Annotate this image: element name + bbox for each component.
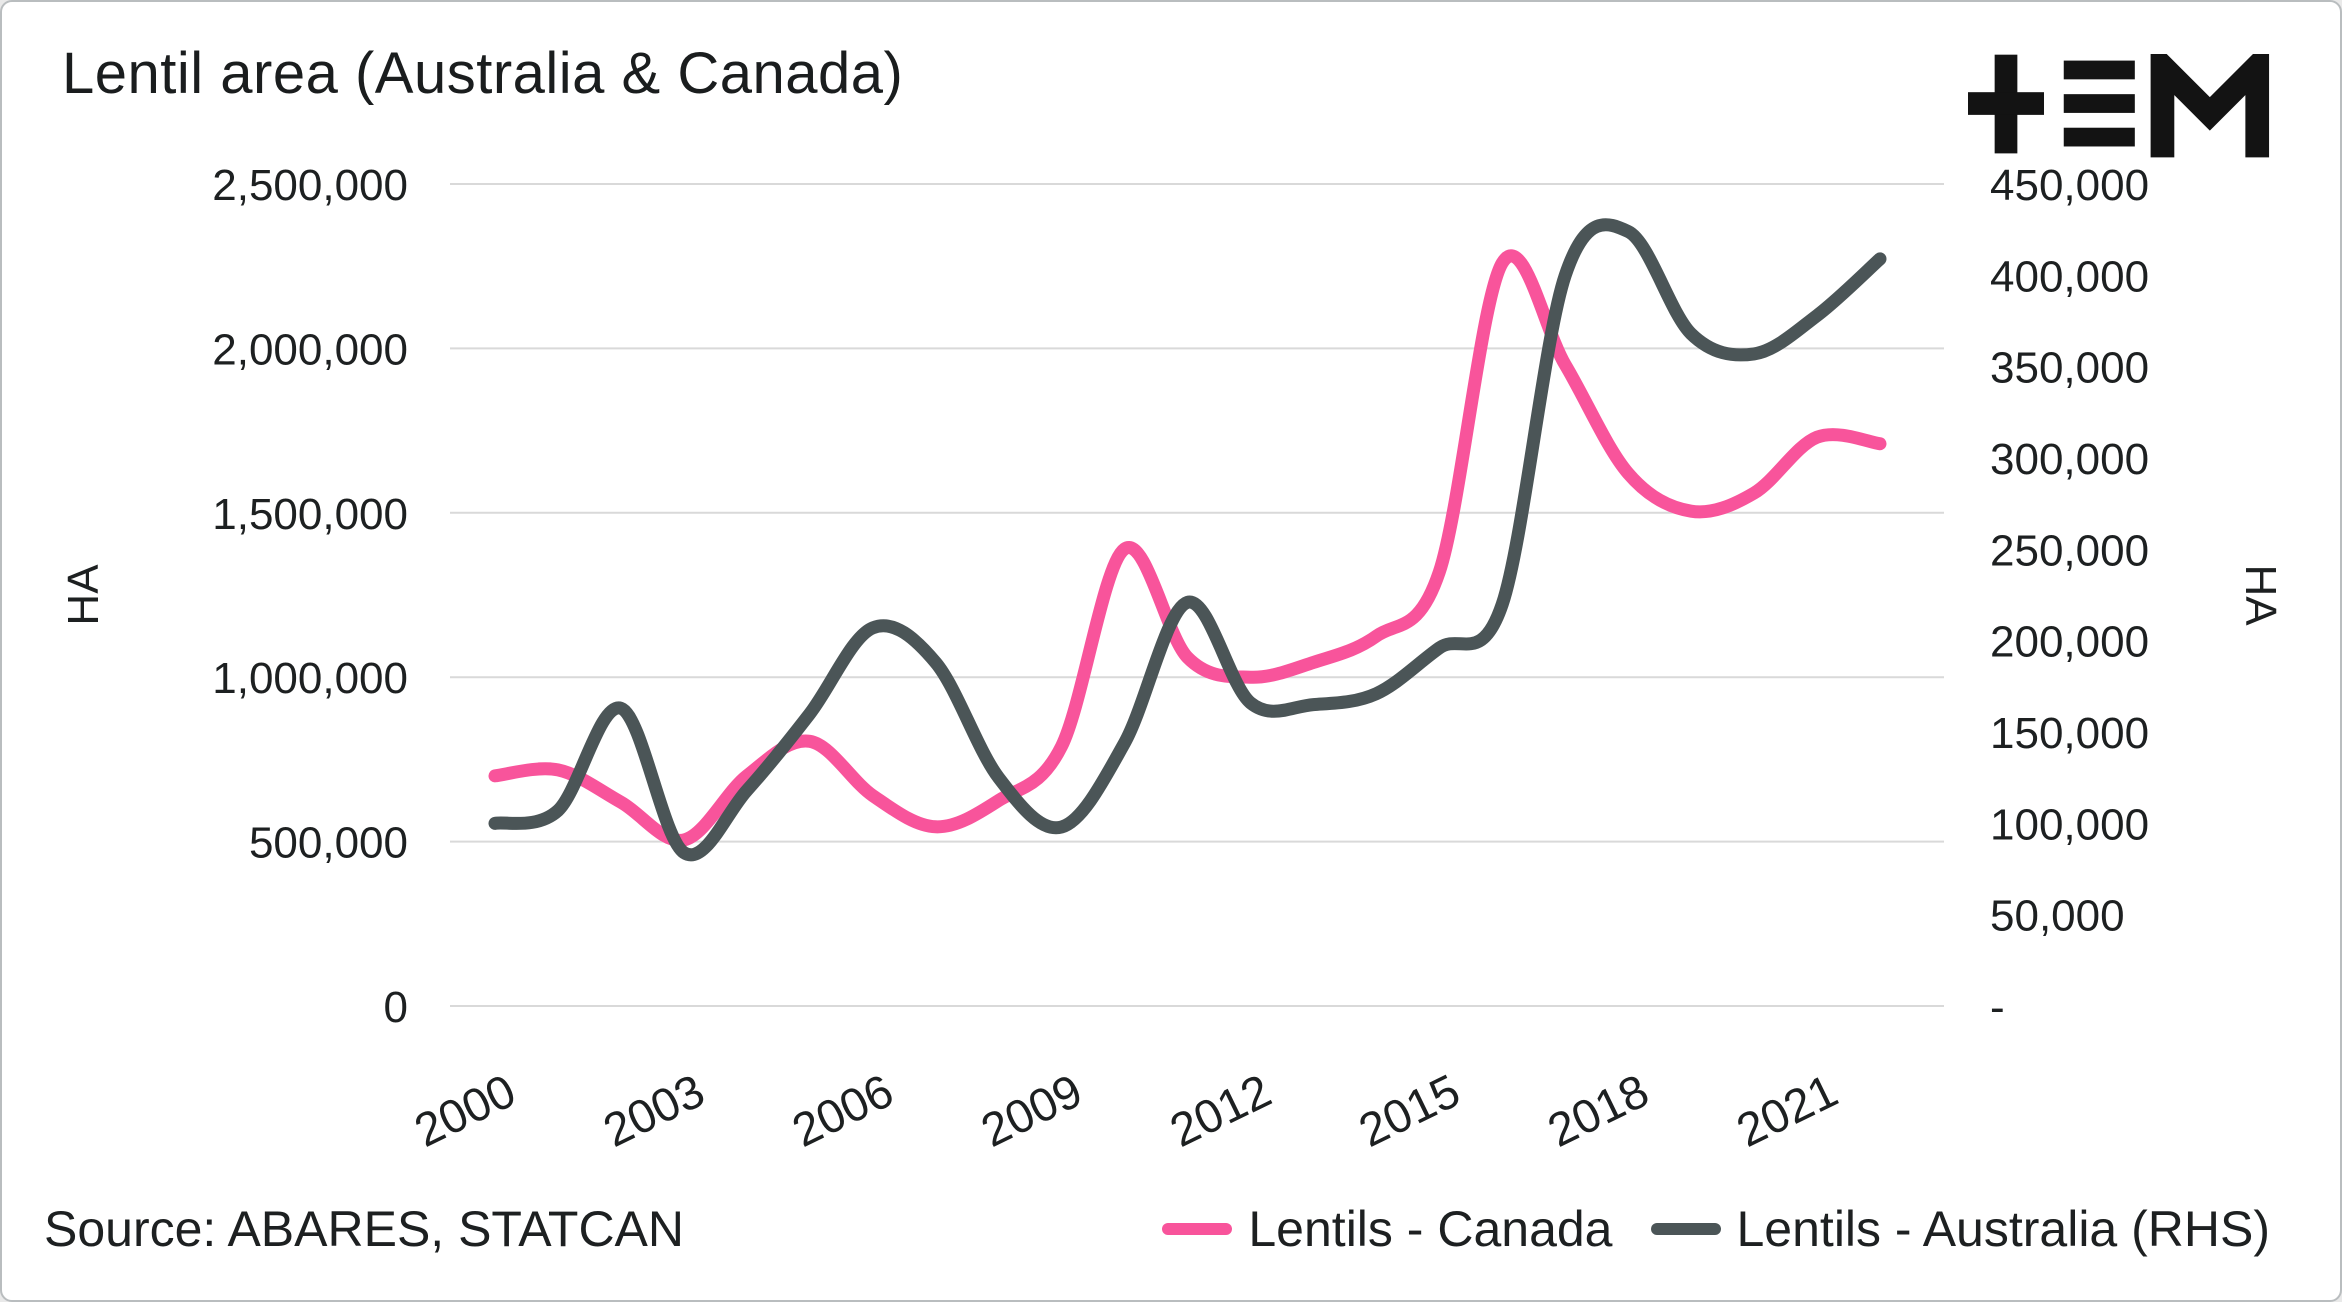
source-note: Source: ABARES, STATCAN	[44, 1201, 685, 1257]
right-axis-title: HA	[2236, 564, 2285, 626]
legend-label-australia: Lentils - Australia (RHS)	[1736, 1201, 2271, 1257]
left-axis-tick-label: 2,500,000	[212, 161, 408, 210]
x-axis-tick-label: 2015	[1350, 1063, 1467, 1156]
left-axis-tick-label: 1,500,000	[212, 490, 408, 539]
tem-logo	[1968, 54, 2270, 158]
tem-logo-m-icon	[2150, 54, 2270, 158]
x-axis-tick-label: 2003	[595, 1063, 712, 1156]
tem-logo-plus-icon	[1968, 54, 2045, 154]
right-axis-tick-label: 150,000	[1990, 709, 2149, 758]
chart-legend: Lentils - Canada Lentils - Australia (RH…	[1162, 1200, 2270, 1258]
chart-title: Lentil area (Australia & Canada)	[62, 41, 904, 106]
right-axis-tick-label: 400,000	[1990, 252, 2149, 301]
right-axis-tick-label: 350,000	[1990, 344, 2149, 393]
x-axis-tick-label: 2018	[1539, 1063, 1656, 1156]
right-axis-tick-label: 300,000	[1990, 435, 2149, 484]
right-axis-tick-label: 100,000	[1990, 800, 2149, 849]
legend-label-canada: Lentils - Canada	[1248, 1201, 1613, 1257]
legend-item-canada: Lentils - Canada	[1162, 1200, 1613, 1258]
left-axis-tick-label: 1,000,000	[212, 654, 408, 703]
australia-line-swatch	[1650, 1223, 1721, 1235]
left-axis-tick-label: 0	[384, 983, 408, 1032]
tem-logo-bars-icon	[2063, 60, 2135, 147]
right-axis-tick-label: 200,000	[1990, 618, 2149, 667]
left-axis-title: HA	[59, 564, 108, 626]
legend-item-australia: Lentils - Australia (RHS)	[1650, 1200, 2271, 1258]
right-axis-tick-label: 450,000	[1990, 161, 2149, 210]
x-axis-tick-label: 2021	[1728, 1063, 1845, 1156]
series-line-canada	[488, 249, 1887, 847]
x-axis-tick-label: 2000	[406, 1063, 523, 1156]
left-axis-tick-label: 500,000	[249, 819, 408, 868]
right-axis-tick-label: 50,000	[1990, 892, 2125, 941]
canada-line-swatch	[1162, 1223, 1233, 1235]
right-axis-tick-label: -	[1990, 983, 2005, 1032]
x-axis-tick-label: 2006	[784, 1063, 901, 1156]
left-axis-tick-label: 2,000,000	[212, 325, 408, 374]
x-axis-tick-label: 2009	[973, 1063, 1090, 1156]
x-axis-tick-label: 2012	[1162, 1063, 1279, 1156]
series-line-australia	[488, 218, 1887, 862]
right-axis-tick-label: 250,000	[1990, 526, 2149, 575]
